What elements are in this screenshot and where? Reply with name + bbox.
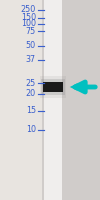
Text: 50: 50 xyxy=(26,41,36,50)
Bar xyxy=(43,82,63,92)
Bar xyxy=(40,76,66,98)
Bar xyxy=(41,79,65,95)
Text: 20: 20 xyxy=(26,89,36,98)
Bar xyxy=(42,0,100,200)
Text: 75: 75 xyxy=(26,26,36,36)
Text: 37: 37 xyxy=(26,55,36,64)
Text: 10: 10 xyxy=(26,126,36,134)
Text: 250: 250 xyxy=(21,5,36,14)
Bar xyxy=(44,0,62,200)
Text: 150: 150 xyxy=(21,13,36,22)
Text: 100: 100 xyxy=(21,19,36,28)
Text: 25: 25 xyxy=(26,78,36,88)
Text: 15: 15 xyxy=(26,106,36,115)
